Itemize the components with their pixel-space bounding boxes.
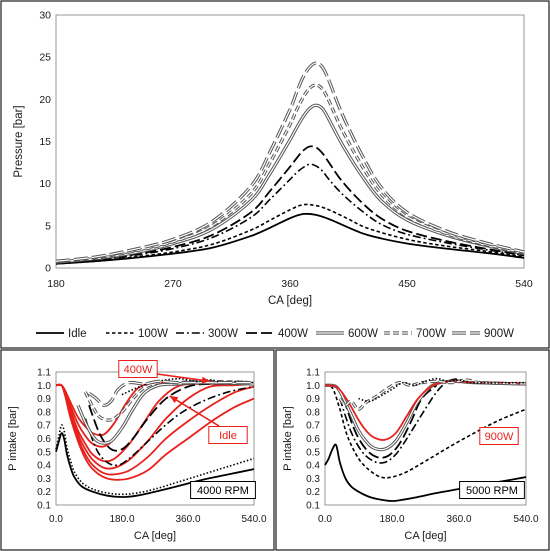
x-tick-label: 0.0 xyxy=(318,514,332,525)
x-tick-label: 360 xyxy=(281,278,299,290)
y-tick-label: 0.6 xyxy=(37,434,51,445)
y-tick-label: 0.3 xyxy=(306,474,320,485)
x-tick-label: 450 xyxy=(398,278,416,290)
intake-5000-series-6-inner xyxy=(339,379,527,410)
y-tick-label: 0.1 xyxy=(306,501,320,512)
y-tick-label: 0.5 xyxy=(37,447,51,458)
intake-5000-series-3 xyxy=(342,384,438,459)
y-tick-label: 0.9 xyxy=(306,394,320,405)
y-tick-label: 0.1 xyxy=(37,501,51,512)
y-tick-label: 1.1 xyxy=(37,368,51,379)
x-tick-label: 180 xyxy=(47,278,65,290)
legend: Idle 100W 300W 400W 600W 700W 900W xyxy=(36,328,514,340)
series-idle-line xyxy=(55,212,525,265)
x-axis-title: CA [deg] xyxy=(404,530,446,542)
series-700w-line-inner xyxy=(55,84,525,263)
y-tick-label: 0.7 xyxy=(306,421,320,432)
callout-900w: 900W xyxy=(485,431,514,443)
callout-400w: 400W xyxy=(124,364,153,376)
legend-label: 600W xyxy=(348,328,378,340)
x-tick-label: 180.0 xyxy=(379,514,404,525)
callout-900w-box xyxy=(479,427,519,445)
rpm-label-5000-box xyxy=(459,481,525,499)
y-tick-label: 0.4 xyxy=(306,461,320,472)
y-tick-label: 0.6 xyxy=(306,434,320,445)
intake-4000-series-13-inner xyxy=(88,380,254,406)
arrow-idle-head xyxy=(169,395,179,404)
y-tick-label: 30 xyxy=(39,10,51,22)
arrow-400w xyxy=(156,373,211,383)
plot-area xyxy=(55,14,525,269)
arrow-idle xyxy=(169,395,220,427)
y-axis-title: P intake [bar] xyxy=(282,406,294,471)
x-tick-label: 360.0 xyxy=(175,514,200,525)
legend-label: 700W xyxy=(416,328,446,340)
callout-400w-box xyxy=(118,360,158,378)
y-tick-label: 5 xyxy=(45,220,51,232)
y-tick-label: 0.7 xyxy=(37,421,51,432)
rpm-label-4000-box xyxy=(190,481,256,499)
series-600w-line-inner xyxy=(55,104,525,263)
series-900w-line-inner xyxy=(55,62,525,262)
y-tick-label: 0.8 xyxy=(306,407,320,418)
x-tick-label: 540.0 xyxy=(241,514,266,525)
x-axis-title: CA [deg] xyxy=(268,295,312,307)
callout-idle-box xyxy=(208,426,248,444)
legend-label: 400W xyxy=(278,328,308,340)
legend-label: 900W xyxy=(484,328,514,340)
series-300w-line xyxy=(55,163,525,264)
x-tick-label: 540 xyxy=(515,278,533,290)
y-tick-label: 0.8 xyxy=(37,407,51,418)
y-tick-label: 20 xyxy=(39,94,51,106)
y-tick-label: 25 xyxy=(39,52,51,64)
y-tick-label: 0.2 xyxy=(37,487,51,498)
y-tick-label: 0.2 xyxy=(306,487,320,498)
intake-5000-series-7 xyxy=(358,377,527,403)
x-tick-label: 0.0 xyxy=(49,514,63,525)
top-panel-frame xyxy=(0,0,550,349)
plot-area xyxy=(324,371,527,506)
intake-4000-series-0 xyxy=(55,432,255,498)
callout-idle: Idle xyxy=(219,430,237,442)
series-600w-line xyxy=(55,103,525,264)
bottom-left-chart: 0.1 0.2 0.3 0.4 0.5 0.6 0.7 0.8 0.9 1.0 1.1 0.0 180.… xyxy=(7,360,267,542)
bottom-right-panel-frame xyxy=(275,349,550,551)
y-tick-label: 0.4 xyxy=(37,461,51,472)
series-900w-line xyxy=(55,61,525,263)
x-tick-label: 180.0 xyxy=(109,514,134,525)
x-tick-label: 270 xyxy=(164,278,182,290)
series-100w-line xyxy=(55,203,525,265)
intake-5000-series-2 xyxy=(339,377,460,464)
y-axis-title: Pressure [bar] xyxy=(13,105,25,177)
y-axis-title: P intake [bar] xyxy=(7,406,19,471)
y-tick-label: 1.1 xyxy=(306,368,320,379)
top-chart: 0 5 10 15 20 25 30 180 270 360 450 540 CA [deg] Press… xyxy=(13,10,533,308)
y-tick-label: 10 xyxy=(39,178,51,190)
x-tick-label: 540.0 xyxy=(513,514,538,525)
bottom-left-panel-frame xyxy=(0,349,275,551)
rpm-label-5000: 5000 RPM xyxy=(466,485,518,497)
y-tick-label: 15 xyxy=(39,136,51,148)
legend-label: 300W xyxy=(208,328,238,340)
y-tick-label: 0.5 xyxy=(306,447,320,458)
y-tick-label: 0.9 xyxy=(37,394,51,405)
x-axis-title: CA [deg] xyxy=(134,530,176,542)
legend-label: 100W xyxy=(138,328,168,340)
y-tick-label: 0 xyxy=(45,263,51,275)
y-tick-label: 0.3 xyxy=(37,474,51,485)
series-400w-line xyxy=(55,145,525,264)
bottom-right-chart: 0.1 0.2 0.3 0.4 0.5 0.6 0.7 0.8 0.9 1.0 1.1 0.0 180.… xyxy=(282,368,539,543)
intake-5000-series-1 xyxy=(324,384,527,479)
rpm-label-4000: 4000 RPM xyxy=(197,485,249,497)
arrow-400w-head xyxy=(201,376,210,384)
y-tick-label: 1.0 xyxy=(37,381,51,392)
intake-4000-series-1 xyxy=(55,424,255,496)
x-tick-label: 360.0 xyxy=(446,514,471,525)
intake-4000-series-8 xyxy=(84,385,255,467)
legend-label: Idle xyxy=(68,328,87,340)
y-tick-label: 1.0 xyxy=(306,381,320,392)
